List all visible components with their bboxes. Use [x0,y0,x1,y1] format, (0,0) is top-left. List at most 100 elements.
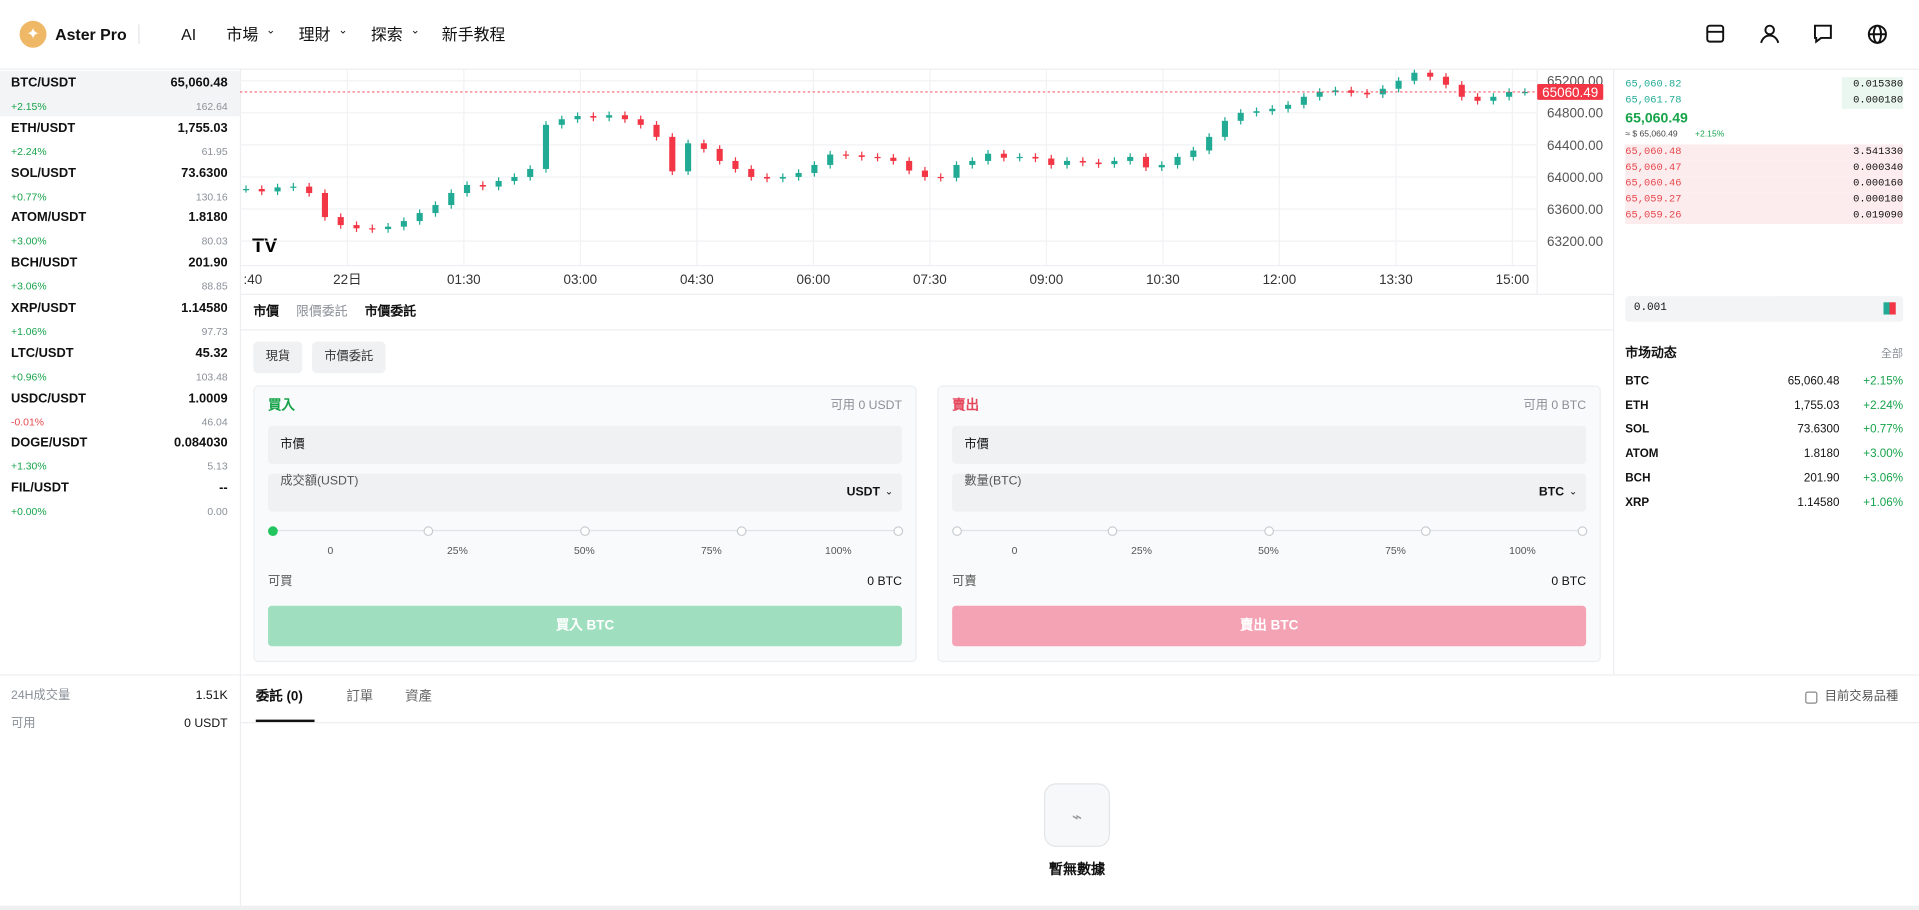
market-volume: 103.48 [195,370,228,383]
x-tick-label: 04:30 [680,272,714,287]
logo[interactable]: ✦ [19,20,47,48]
order-tab[interactable]: 市價 [253,304,280,320]
candle [1016,156,1023,159]
market-volume: 130.16 [195,190,228,203]
amount-label: 數量(BTC) [964,474,1022,489]
x-tick-label: 13:30 [1379,272,1413,287]
feed-price: 65,060.48 [1787,374,1840,389]
market-volume: 0.00 [207,505,228,518]
order-tab[interactable]: 市價委託 [364,304,417,320]
market-price: 65,060.48 [170,75,228,91]
nav-item[interactable]: AI [181,25,197,44]
filter-label: 目前交易品種 [1824,690,1899,704]
sub-tab-label: 市價委託 [324,350,374,364]
candle [1206,136,1213,151]
book-price: 65,060.82 [1625,78,1682,91]
sub-tab[interactable] [253,341,303,374]
type-value: 市價 [964,438,989,452]
order-tab[interactable]: 限價委託 [296,304,348,320]
slider-dot[interactable] [423,525,434,536]
nav-item[interactable]: 市場 ⌄ [226,23,276,44]
unit-select[interactable]: USDT [846,485,880,500]
buy-button[interactable] [268,605,902,647]
slider-dot[interactable] [1107,525,1118,536]
candle [1458,84,1465,97]
candle [1269,108,1276,112]
slider-label: 100% [825,544,852,557]
sub-tab[interactable] [312,341,386,374]
candle [448,193,455,206]
candle [1079,160,1086,163]
x-tick-label: 10:30 [1146,272,1180,287]
candle [1095,162,1102,165]
bottom-tab[interactable]: 訂單 [346,689,374,705]
slider-dot[interactable] [892,525,903,536]
amount-input[interactable] [952,473,1587,512]
brand[interactable]: Aster Pro [55,25,127,44]
book-qty: 0.000180 [1853,193,1904,206]
bottom-tab[interactable]: 委託 (0) [255,689,303,705]
right-border [1613,69,1615,675]
market-pair: ETH/USDT [11,120,76,136]
candle [1427,72,1434,77]
slider-dot[interactable] [736,525,747,536]
slider-dot[interactable] [580,525,590,536]
unit-chevron[interactable]: ⌄ [884,485,894,497]
checkbox[interactable] [1805,691,1818,704]
unit-chevron[interactable]: ⌄ [1568,485,1578,497]
candle [574,116,581,120]
slider-dot[interactable] [951,525,962,536]
wallet-icon[interactable] [1706,24,1725,43]
unit-select[interactable]: BTC [1538,485,1565,500]
market-price: 1.14580 [181,300,228,316]
sell-button[interactable] [952,605,1587,647]
bottom-tab-underline [255,719,315,723]
nav-item[interactable]: 理財 ⌄ [298,23,348,44]
x-tick-label: 12:00 [1263,272,1297,287]
bottom-tab[interactable]: 資產 [405,689,433,705]
book-price: 65,060.47 [1625,161,1682,174]
type-value: 市價 [280,438,305,452]
x-tick-label: 15:00 [1496,272,1530,287]
can-label: 可買 [268,575,293,589]
market-change: +3.00% [11,235,47,248]
slider-dot[interactable] [1264,525,1275,536]
type-input[interactable] [952,425,1587,464]
market-pair: BCH/USDT [11,255,78,271]
amount-input[interactable] [268,473,902,512]
feed-name: BCH [1625,471,1651,485]
candle [732,160,739,169]
feed-change: +3.06% [1863,471,1904,485]
ask-bg [1625,143,1904,160]
market-volume: 162.64 [195,100,228,113]
feed-change: +2.15% [1863,374,1904,389]
layout-icon[interactable] [1883,302,1896,315]
slider-dot[interactable] [267,525,278,536]
bottom-tab-border [239,722,1919,724]
ask-bg [1625,159,1904,176]
amount-label: 成交額(USDT) [280,474,359,489]
slider-dot[interactable] [1420,525,1431,536]
slider-label: 25% [447,544,468,557]
y-tick-label: 63200.00 [1547,234,1603,249]
nav-item[interactable]: 新手教程 [441,25,506,44]
mid-price: 65,060.49 [1625,111,1688,127]
stat-value: 1.51K [195,689,228,703]
candle [416,213,423,222]
candle [432,205,439,214]
candle [1474,96,1481,101]
candle [353,225,360,229]
slider-dot[interactable] [1576,525,1587,536]
step-select[interactable] [1625,296,1904,322]
can-value: 0 BTC [1551,575,1587,589]
candle [795,172,802,177]
market-price: 1.8180 [188,210,228,226]
x-tick-label: 01:30 [447,272,481,287]
chart-logo: TV [252,235,277,257]
chat-icon[interactable] [1813,24,1832,44]
feed-all[interactable]: 全部 [1881,346,1904,360]
user-icon[interactable] [1764,24,1775,36]
type-input[interactable] [268,425,902,464]
nav-item[interactable]: 探索 ⌄ [370,23,420,44]
